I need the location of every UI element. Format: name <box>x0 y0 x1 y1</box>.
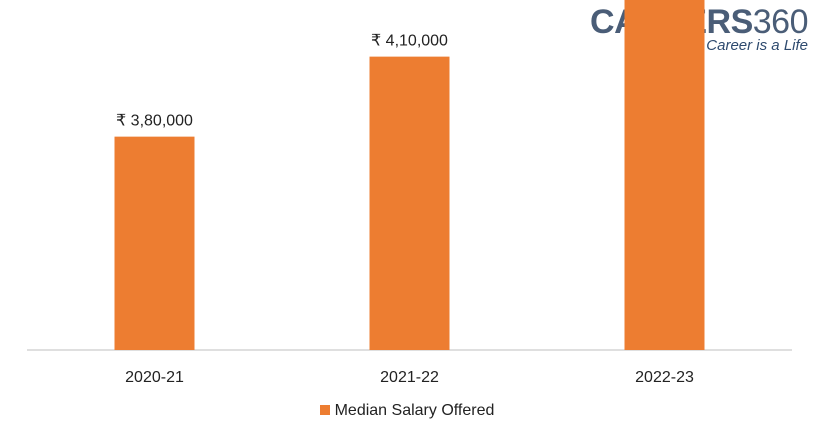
chart-legend: Median Salary Offered <box>0 402 814 420</box>
bar-2020-21 <box>114 136 195 350</box>
bar-2022-23 <box>624 0 705 351</box>
legend-label: Median Salary Offered <box>334 402 495 419</box>
legend-swatch <box>319 405 330 415</box>
logo-brand-number: 360 <box>752 3 809 41</box>
x-tick-label-2021-22: 2021-22 <box>380 369 439 386</box>
data-label-2020-21: ₹ 3,80,000 <box>116 113 193 130</box>
data-label-2021-22: ₹ 4,10,000 <box>371 33 448 50</box>
x-tick-label-2022-23: 2022-23 <box>635 369 694 386</box>
x-tick-label-2020-21: 2020-21 <box>125 369 184 386</box>
logo-tagline: A Career is a Life <box>692 37 808 54</box>
bar-2021-22 <box>369 56 450 350</box>
